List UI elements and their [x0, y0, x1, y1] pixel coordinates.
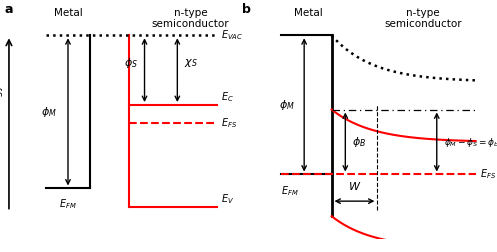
Text: b: b [243, 3, 251, 16]
Text: Metal: Metal [54, 8, 83, 18]
Text: Electron energy: Electron energy [0, 85, 3, 162]
Text: $W$: $W$ [348, 180, 361, 192]
Text: $E_{VAC}$: $E_{VAC}$ [221, 28, 243, 42]
Text: $\chi_S$: $\chi_S$ [184, 57, 198, 69]
Text: $E_{FM}$: $E_{FM}$ [281, 184, 299, 198]
Text: $E_V$: $E_V$ [221, 192, 234, 206]
Text: a: a [4, 3, 13, 16]
Text: Metal: Metal [294, 8, 323, 18]
Text: $\phi_S$: $\phi_S$ [124, 56, 138, 70]
Text: $\phi_B$: $\phi_B$ [352, 135, 366, 149]
Text: $E_{FS}$: $E_{FS}$ [221, 117, 237, 130]
Text: $\phi_M$: $\phi_M$ [279, 98, 295, 112]
Text: $E_C$: $E_C$ [221, 90, 234, 104]
Text: $E_{FS}$: $E_{FS}$ [480, 168, 497, 181]
Text: n-type
semiconductor: n-type semiconductor [384, 8, 462, 29]
Text: $\phi_M - \phi_S = \phi_{bi}$: $\phi_M - \phi_S = \phi_{bi}$ [444, 136, 497, 148]
Text: n-type
semiconductor: n-type semiconductor [152, 8, 229, 29]
Text: $E_{FM}$: $E_{FM}$ [59, 198, 77, 211]
Text: $\phi_M$: $\phi_M$ [41, 105, 57, 119]
